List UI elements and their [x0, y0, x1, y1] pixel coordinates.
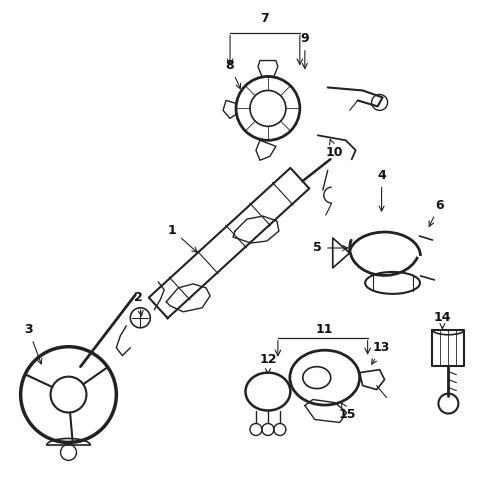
Text: 15: 15: [338, 403, 356, 421]
Text: 14: 14: [433, 311, 450, 328]
Text: 13: 13: [371, 341, 390, 364]
Text: 10: 10: [325, 140, 343, 159]
Text: 7: 7: [260, 12, 269, 25]
Text: 1: 1: [167, 223, 197, 252]
Text: 3: 3: [24, 323, 42, 364]
Text: 6: 6: [428, 199, 443, 226]
Text: 4: 4: [377, 169, 385, 211]
Text: 11: 11: [316, 323, 333, 336]
Text: 2: 2: [134, 291, 143, 316]
Text: 9: 9: [300, 32, 308, 69]
Text: 8: 8: [225, 59, 240, 89]
Text: 12: 12: [258, 353, 276, 374]
Text: 5: 5: [313, 242, 347, 254]
